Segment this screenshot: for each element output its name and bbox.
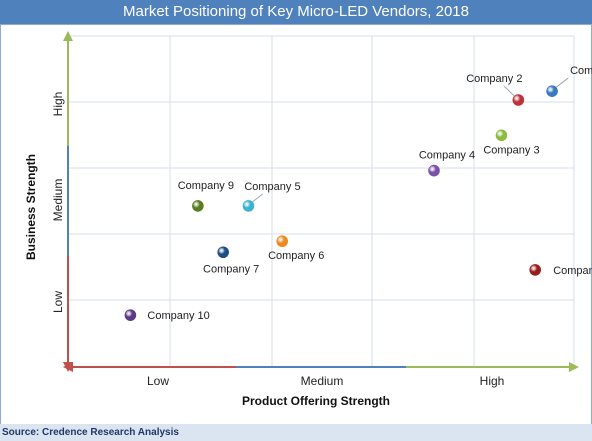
y-tick-label-medium: Medium [51,179,65,222]
data-point-company-5 [243,200,254,211]
data-label-company-6: Company 6 [268,250,324,262]
data-label-company-3: Company 3 [483,144,539,156]
data-label-company-7: Company 7 [203,263,259,275]
data-label-company-2: Company 2 [466,73,522,85]
data-label-company-4: Company 4 [419,150,475,162]
source-note: Source: Credence Research Analysis [0,424,592,441]
data-point-company-7 [218,247,229,258]
x-tick-label-high: High [480,374,505,388]
x-tick-label-low: Low [147,374,169,388]
leader-line-company-2 [504,86,514,96]
data-point-company-4 [429,165,440,176]
data-point-company-2 [513,94,524,105]
leader-line-company-5 [252,194,262,202]
leader-line-company-1 [556,78,568,87]
data-point-company-10 [125,310,136,321]
data-label-company-8: Company 8 [553,265,592,277]
data-label-company-1: Company 1 [570,65,592,77]
x-axis-title: Product Offering Strength [242,394,390,408]
data-label-company-9: Company 9 [178,180,234,192]
data-label-company-5: Company 5 [244,181,300,193]
data-point-company-9 [192,200,203,211]
data-point-company-8 [530,264,541,275]
y-tick-label-high: High [51,92,65,117]
y-tick-label-low: Low [51,291,65,313]
data-point-company-3 [496,130,507,141]
data-point-company-6 [277,236,288,247]
y-axis-title: Business Strength [24,154,38,260]
x-tick-label-medium: Medium [301,374,344,388]
data-point-company-1 [547,86,558,97]
data-label-company-10: Company 10 [147,310,209,322]
